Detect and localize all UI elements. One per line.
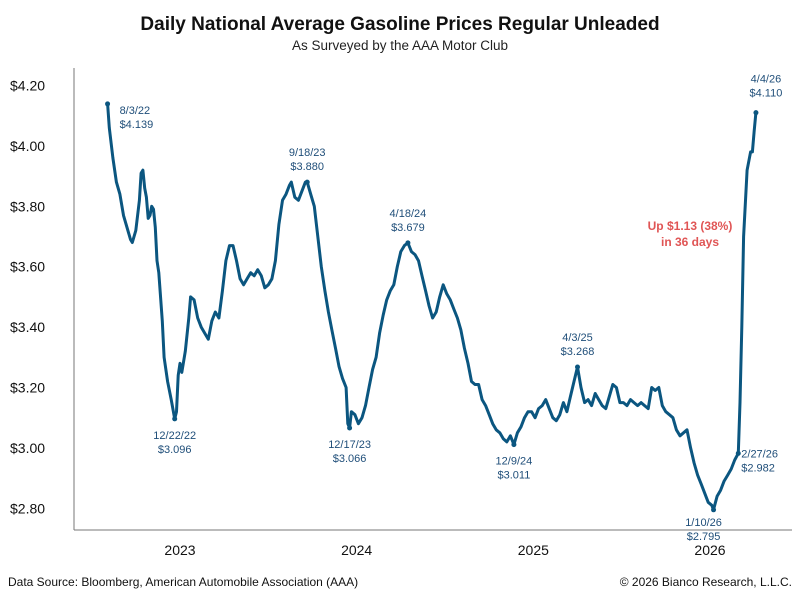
annotation-marker <box>304 179 310 185</box>
data-source-note: Data Source: Bloomberg, American Automob… <box>8 575 359 589</box>
annotations: 8/3/22 $4.139 12/22/22 $3.096 9/18/23 $3.880 1… <box>105 74 782 543</box>
y-tick-label: $3.20 <box>10 380 45 396</box>
callout-line2: in 36 days <box>661 235 719 249</box>
annotation-date: 12/22/22 <box>153 430 196 442</box>
y-tick-label: $4.20 <box>10 78 45 94</box>
annotation-marker <box>753 110 759 116</box>
annotation-marker <box>711 507 717 513</box>
annotation-date: 12/17/23 <box>328 439 371 451</box>
annotation-date: 12/9/24 <box>496 456 533 468</box>
y-tick-label: $4.00 <box>10 138 45 154</box>
annotation-marker <box>405 240 411 246</box>
y-tick-label: $3.00 <box>10 440 45 456</box>
annotation-marker <box>347 425 353 431</box>
chart-subtitle: As Surveyed by the AAA Motor Club <box>291 38 509 53</box>
y-tick-label: $2.80 <box>10 500 45 516</box>
y-tick-label: $3.40 <box>10 319 45 335</box>
annotation-date: 2/27/26 <box>741 448 778 460</box>
annotation-date: 8/3/22 <box>120 105 151 117</box>
annotation-date: 4/18/24 <box>390 208 427 220</box>
x-axis: 2023 2024 2025 2026 <box>164 542 725 558</box>
callout-line1: Up $1.13 (38%) <box>648 219 733 233</box>
x-tick-label: 2023 <box>164 542 195 558</box>
annotation-value: $3.096 <box>158 444 192 456</box>
annotation-marker <box>735 450 741 456</box>
y-axis: $4.20 $4.00 $3.80 $3.60 $3.40 $3.20 $3.00 $2.80 <box>10 78 45 517</box>
annotation-value: $3.880 <box>290 161 324 173</box>
annotation-value: $3.066 <box>333 453 367 465</box>
x-tick-label: 2024 <box>341 542 372 558</box>
annotation-value: $3.268 <box>561 346 595 358</box>
annotation-value: $4.110 <box>750 88 783 100</box>
copyright-note: © 2026 Bianco Research, L.L.C. <box>619 575 792 589</box>
annotation-value: $2.982 <box>741 462 775 474</box>
annotation-marker <box>105 101 111 107</box>
annotation-marker <box>575 364 581 370</box>
annotation-value: $4.139 <box>120 119 154 131</box>
annotation-date: 4/4/26 <box>751 74 782 86</box>
annotation-marker <box>511 442 517 448</box>
y-tick-label: $3.60 <box>10 259 45 275</box>
price-series <box>106 102 758 512</box>
callout: Up $1.13 (38%) in 36 days <box>648 219 733 249</box>
annotation-date: 9/18/23 <box>289 147 326 159</box>
annotation-value: $3.679 <box>391 222 425 234</box>
annotation-date: 4/3/25 <box>562 332 593 344</box>
annotation-value: $3.011 <box>497 470 530 482</box>
x-tick-label: 2026 <box>694 542 725 558</box>
annotation-marker <box>172 416 178 422</box>
annotation-value: $2.795 <box>687 531 721 543</box>
plot-frame <box>73 68 792 531</box>
x-tick-label: 2025 <box>518 542 549 558</box>
series-line <box>106 102 758 512</box>
y-tick-label: $3.80 <box>10 198 45 214</box>
chart-title: Daily National Average Gasoline Prices R… <box>140 14 660 35</box>
annotation-date: 1/10/26 <box>685 517 722 529</box>
